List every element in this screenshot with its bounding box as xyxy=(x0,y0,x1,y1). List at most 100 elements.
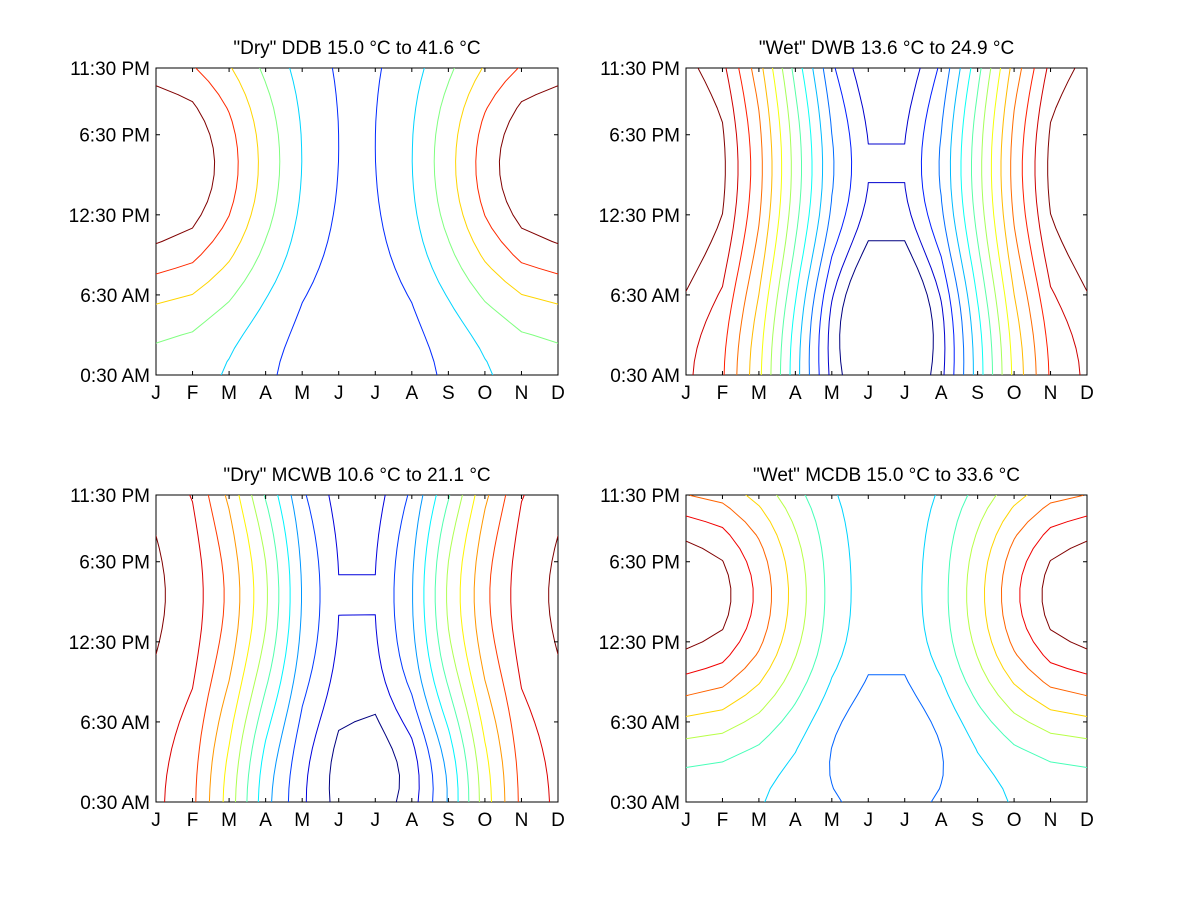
x-tick-label: A xyxy=(405,383,418,404)
x-tick-label: J xyxy=(900,383,910,404)
contour-level-6 xyxy=(156,68,558,275)
x-tick-label: F xyxy=(717,383,729,404)
y-tick-label: 0:30 AM xyxy=(610,793,680,814)
x-tick-label: S xyxy=(442,810,455,831)
contour-level-7 xyxy=(156,85,558,245)
y-tick-label: 6:30 PM xyxy=(609,126,680,147)
contour-lines xyxy=(686,495,1087,802)
contour-level-14 xyxy=(686,68,1087,292)
panel-1: "Dry" DDB 15.0 °C to 41.6 °C J F M A M J J A S O N D… xyxy=(69,38,565,404)
contour-level-6 xyxy=(686,495,1087,740)
y-tick-label: 12:30 PM xyxy=(599,633,680,654)
contour-level-3 xyxy=(818,68,955,375)
panel-title: "Wet" MCDB 15.0 °C to 33.6 °C xyxy=(753,465,1020,486)
x-tick-label: D xyxy=(551,810,565,831)
contour-level-11 xyxy=(736,68,1037,375)
x-tick-label: S xyxy=(971,810,984,831)
x-tick-label: F xyxy=(717,810,729,831)
y-tick-label: 11:30 PM xyxy=(600,59,680,80)
contour-level-12 xyxy=(156,535,558,655)
contour-level-10 xyxy=(195,495,519,802)
x-tick-label: A xyxy=(935,383,948,404)
x-tick-label: J xyxy=(371,810,381,831)
x-tick-label: A xyxy=(405,810,418,831)
contour-level-13 xyxy=(692,68,1081,375)
x-tick-label: J xyxy=(864,383,874,404)
x-tick-label: F xyxy=(187,383,199,404)
y-tick-label: 6:30 PM xyxy=(79,553,150,574)
x-tick-label: J xyxy=(681,810,691,831)
x-tick-label: M xyxy=(751,383,767,404)
x-tick-label: N xyxy=(515,383,529,404)
y-tick-label: 11:30 PM xyxy=(70,486,150,507)
x-tick-label: J xyxy=(334,810,344,831)
x-tick-label: F xyxy=(187,810,199,831)
x-tick-label: D xyxy=(1080,810,1094,831)
panel-4: "Wet" MCDB 15.0 °C to 33.6 °C J F M A M J J A S O N… xyxy=(599,465,1094,831)
contour-level-7 xyxy=(235,495,480,802)
panel-title: "Dry" MCWB 10.6 °C to 21.1 °C xyxy=(223,465,490,486)
x-tick-label: A xyxy=(259,810,272,831)
contour-level-7 xyxy=(686,495,1087,717)
x-tick-label: M xyxy=(824,383,840,404)
contour-lines xyxy=(686,68,1087,375)
contour-level-5 xyxy=(156,68,558,305)
y-tick-label: 6:30 PM xyxy=(609,553,680,574)
contour-level-11 xyxy=(164,495,550,802)
panel-title: "Dry" DDB 15.0 °C to 41.6 °C xyxy=(233,38,480,59)
x-tick-label: S xyxy=(971,383,984,404)
panel-2: "Wet" DWB 13.6 °C to 24.9 °C J F M A M J J A S O N D… xyxy=(599,38,1094,404)
contour-level-3 xyxy=(829,674,944,802)
contour-level-2 xyxy=(276,68,438,375)
y-tick-label: 12:30 PM xyxy=(599,206,680,227)
contour-level-2 xyxy=(305,495,420,802)
x-tick-label: J xyxy=(900,810,910,831)
contour-level-9 xyxy=(760,68,1013,375)
contour-level-5 xyxy=(686,495,1087,768)
contour-level-3 xyxy=(287,495,434,802)
contour-level-4 xyxy=(271,495,448,802)
contour-level-7 xyxy=(779,68,994,375)
contour-level-3 xyxy=(220,68,494,375)
x-tick-label: J xyxy=(864,810,874,831)
axes-frame xyxy=(685,494,1088,803)
x-tick-label: J xyxy=(151,810,161,831)
y-tick-label: 6:30 AM xyxy=(80,286,150,307)
y-tick-label: 6:30 AM xyxy=(610,286,680,307)
x-tick-label: M xyxy=(824,810,840,831)
x-tick-label: N xyxy=(1044,383,1058,404)
x-tick-label: J xyxy=(681,383,691,404)
x-tick-label: N xyxy=(1044,810,1058,831)
y-tick-label: 11:30 PM xyxy=(70,59,150,80)
x-tick-label: A xyxy=(259,383,272,404)
contour-level-8 xyxy=(770,68,1003,375)
y-tick-label: 11:30 PM xyxy=(600,486,680,507)
x-tick-label: M xyxy=(294,383,310,404)
contour-level-5 xyxy=(257,495,459,802)
contour-level-10 xyxy=(749,68,1024,375)
contour-level-1 xyxy=(328,713,400,802)
contour-level-2 xyxy=(827,68,946,375)
contour-level-4 xyxy=(764,495,1009,802)
panel-title: "Wet" DWB 13.6 °C to 24.9 °C xyxy=(759,38,1014,59)
y-tick-label: 6:30 AM xyxy=(610,713,680,734)
y-tick-label: 12:30 PM xyxy=(69,633,150,654)
x-tick-label: D xyxy=(1080,383,1094,404)
contour-lines xyxy=(156,495,558,802)
contour-level-1 xyxy=(839,240,934,375)
x-tick-label: M xyxy=(294,810,310,831)
x-tick-label: M xyxy=(221,383,237,404)
x-tick-label: M xyxy=(221,810,237,831)
contour-level-10 xyxy=(686,540,1087,650)
contour-level-4 xyxy=(156,68,558,344)
y-tick-label: 6:30 AM xyxy=(80,713,150,734)
x-tick-label: O xyxy=(478,810,493,831)
x-tick-label: A xyxy=(789,383,802,404)
axes-frame xyxy=(155,494,559,803)
y-tick-label: 0:30 AM xyxy=(610,366,680,387)
x-tick-label: N xyxy=(515,810,529,831)
y-tick-label: 0:30 AM xyxy=(80,793,150,814)
x-tick-label: D xyxy=(551,383,565,404)
x-tick-label: M xyxy=(751,810,767,831)
